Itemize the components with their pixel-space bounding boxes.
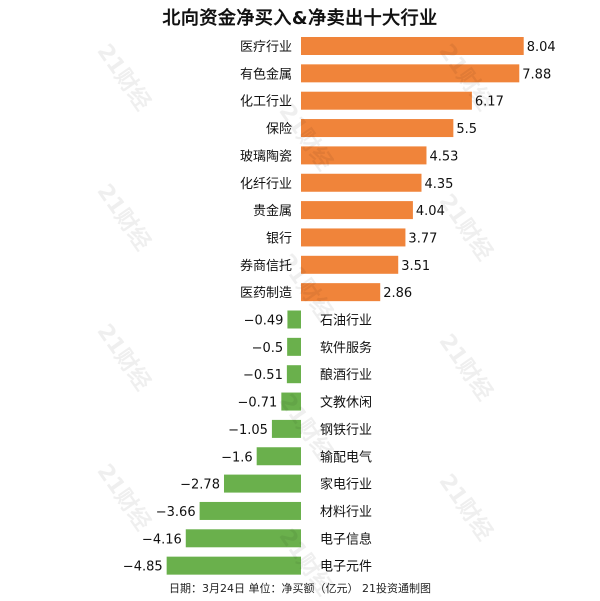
category-label: 医药制造 — [240, 286, 292, 301]
labels-group: 医疗行业 8.04 有色金属 7.88 化工行业 6.17 保险 5.5 玻璃陶瓷 4.53 化纤行… — [123, 40, 556, 575]
bar — [281, 392, 301, 411]
category-label: 玻璃陶瓷 — [240, 148, 292, 164]
bar — [301, 37, 524, 55]
category-label: 银行 — [266, 231, 292, 246]
bar — [301, 146, 427, 165]
value-label: 3.77 — [408, 231, 437, 246]
chart-footer: 日期：3月24日 单位：净买额（亿元） 21投资通制图 — [169, 582, 431, 595]
category-label: 电子元件 — [320, 560, 372, 575]
category-label: 电子信息 — [320, 531, 372, 547]
bar — [199, 501, 301, 520]
category-label: 输配电气 — [320, 449, 372, 465]
value-label: 4.04 — [416, 204, 445, 219]
value-label: 3.51 — [401, 259, 430, 274]
bar — [166, 556, 301, 575]
value-label: −0.5 — [252, 341, 284, 356]
value-label: 6.17 — [475, 95, 504, 110]
value-label: 7.88 — [522, 67, 551, 82]
bar — [301, 283, 381, 302]
value-label: −0.49 — [244, 314, 284, 329]
category-label: 酿酒行业 — [320, 367, 372, 383]
value-label: 8.04 — [527, 40, 556, 55]
bar — [286, 365, 301, 384]
value-label: −4.85 — [123, 560, 163, 575]
value-label: 2.86 — [383, 286, 412, 301]
bar — [256, 447, 301, 466]
category-label: 化工行业 — [240, 95, 292, 110]
category-label: 软件服务 — [320, 340, 372, 356]
bar — [301, 91, 472, 110]
category-label: 化纤行业 — [240, 177, 292, 192]
value-label: −1.05 — [228, 423, 268, 438]
bar — [271, 419, 301, 438]
value-label: −4.16 — [142, 532, 182, 547]
category-label: 贵金属 — [253, 203, 292, 219]
bar — [301, 64, 520, 83]
value-label: 4.53 — [429, 149, 458, 164]
value-label: −0.71 — [237, 396, 277, 411]
category-label: 家电行业 — [320, 477, 372, 493]
bar — [287, 310, 301, 329]
category-label: 保险 — [266, 122, 292, 137]
value-label: −0.51 — [243, 368, 283, 383]
bar — [223, 474, 301, 493]
category-label: 文教休闲 — [320, 395, 372, 411]
category-label: 石油行业 — [320, 314, 372, 329]
category-label: 有色金属 — [240, 66, 292, 82]
category-label: 钢铁行业 — [320, 423, 372, 438]
bar — [301, 201, 413, 220]
bar — [301, 255, 399, 274]
value-label: −2.78 — [180, 478, 220, 493]
bar — [301, 173, 422, 192]
bar — [287, 337, 301, 356]
value-label: 4.35 — [424, 177, 453, 192]
bar — [301, 228, 406, 247]
category-label: 医疗行业 — [240, 40, 292, 55]
bar — [301, 119, 454, 138]
bar — [185, 529, 301, 548]
value-label: 5.5 — [456, 122, 477, 137]
value-label: −1.6 — [221, 450, 253, 465]
value-label: −3.66 — [156, 505, 196, 520]
category-label: 券商信托 — [240, 258, 292, 274]
category-label: 材料行业 — [320, 505, 372, 520]
chart-title: 北向资金净买入&净卖出十大行业 — [162, 8, 438, 29]
bars-group — [166, 37, 524, 575]
